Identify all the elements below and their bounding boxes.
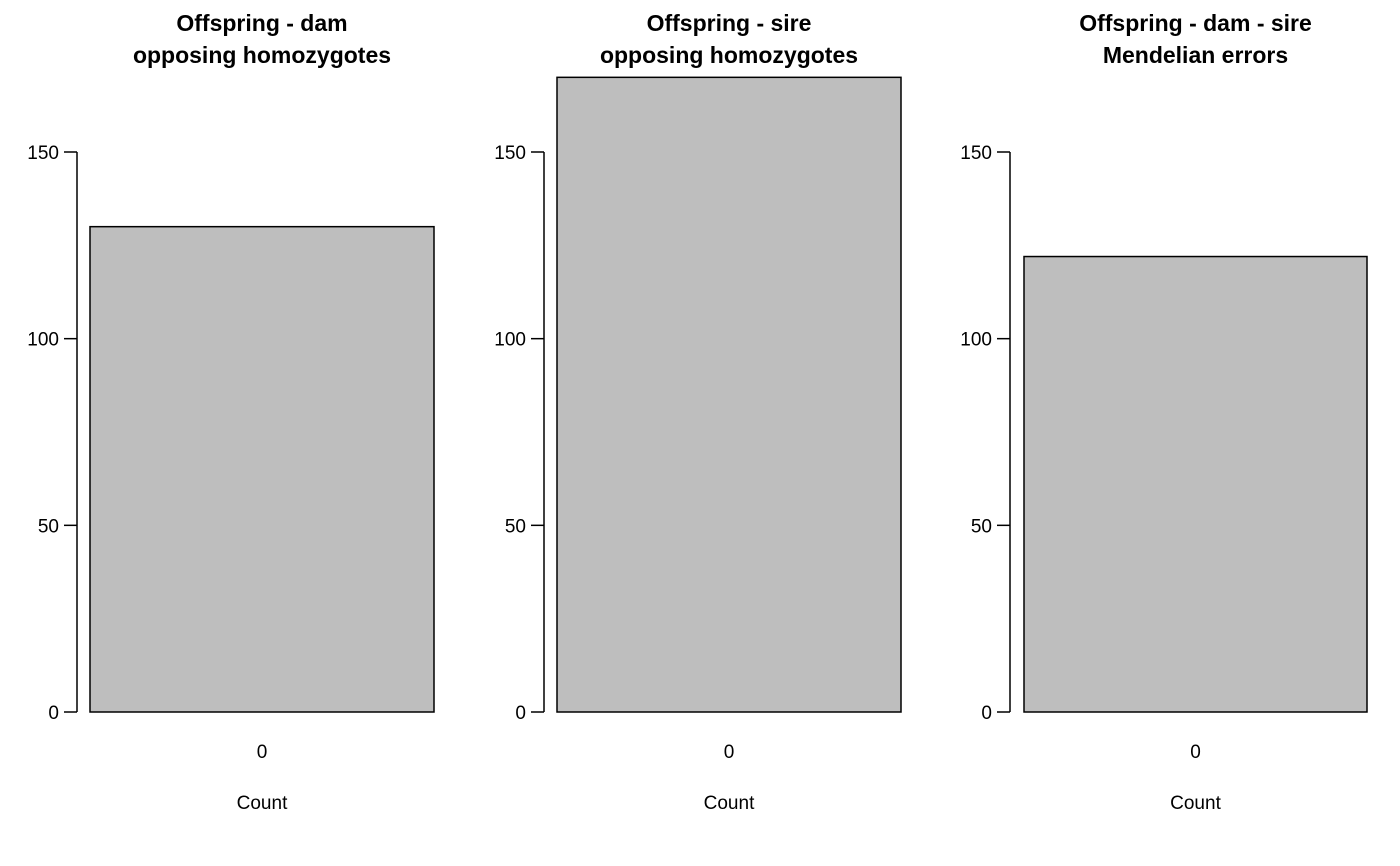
y-tick-label: 100 <box>494 330 526 351</box>
y-tick-label: 50 <box>971 516 992 537</box>
y-tick-label: 150 <box>960 143 992 164</box>
category-label: 0 <box>1190 742 1201 763</box>
chart-panel: Offspring - dam - sire Mendelian errors 0 C… <box>960 10 1368 814</box>
y-tick-label: 100 <box>960 330 992 351</box>
bar <box>556 76 902 713</box>
y-tick-label: 150 <box>27 143 59 164</box>
chart-title-line: Mendelian errors <box>1103 42 1288 68</box>
chart-panel: Offspring - sire opposing homozygotes 0 Cou… <box>494 10 902 814</box>
y-tick-label: 50 <box>505 516 526 537</box>
category-label: 0 <box>257 742 268 763</box>
chart-title-line: opposing homozygotes <box>600 42 858 68</box>
category-label: 0 <box>724 742 735 763</box>
bar <box>89 225 435 713</box>
bar <box>1023 255 1368 713</box>
chart-title-line: Offspring - dam <box>176 10 347 36</box>
y-tick-label: 50 <box>38 516 59 537</box>
y-tick-label: 0 <box>981 703 992 724</box>
y-tick-label: 150 <box>494 143 526 164</box>
chart-panel: Offspring - dam opposing homozygotes 0 Coun… <box>27 10 435 814</box>
x-axis-label: Count <box>704 793 755 814</box>
y-tick-label: 0 <box>48 703 59 724</box>
chart-title-line: opposing homozygotes <box>133 42 391 68</box>
chart-title-line: Offspring - dam - sire <box>1079 10 1312 36</box>
chart-title-line: Offspring - sire <box>647 10 812 36</box>
chart-panels: Offspring - dam opposing homozygotes 0 Coun… <box>27 10 1368 814</box>
x-axis-label: Count <box>237 793 288 814</box>
y-tick-label: 100 <box>27 330 59 351</box>
x-axis-label: Count <box>1170 793 1221 814</box>
y-tick-label: 0 <box>515 703 526 724</box>
